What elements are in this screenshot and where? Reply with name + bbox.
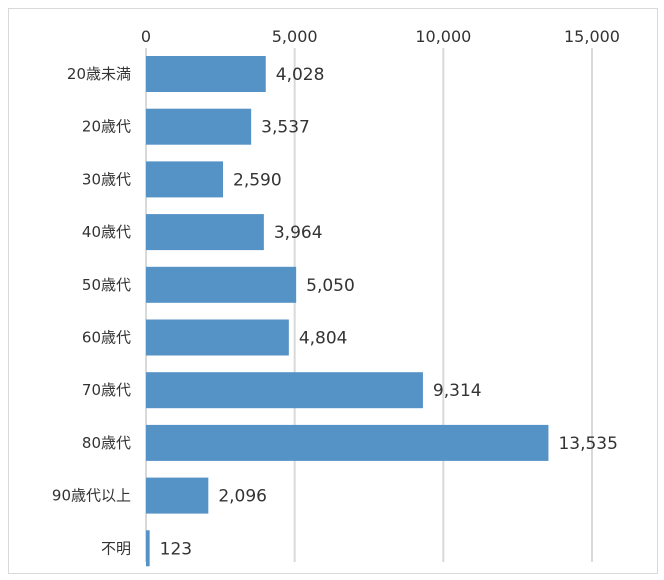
bar [146,372,423,409]
data-label: 2,096 [218,487,267,507]
category-label: 70歳代 [82,381,131,399]
data-label: 2,590 [233,170,282,190]
data-label: 3,537 [261,118,310,138]
category-label: 50歳代 [82,276,131,294]
bar [146,530,150,567]
bar [146,108,252,145]
bar [146,214,264,251]
data-label: 3,964 [274,223,323,243]
labels: 0 5,000 10,000 15,000 20歳未満 4,028 20歳代 3,537 30歳… [52,27,620,559]
category-label: 20歳未満 [67,65,131,83]
bar [146,424,549,461]
bar [146,161,224,198]
x-tick-label: 0 [141,27,151,46]
bar [146,477,209,514]
category-label: 60歳代 [82,329,131,347]
bar [146,56,266,92]
chart-frame [8,8,658,574]
bar [146,319,289,356]
data-label: 5,050 [306,276,355,296]
x-tick-label: 5,000 [272,27,318,46]
category-label: 40歳代 [82,223,131,241]
data-label: 123 [160,539,192,559]
category-label: 20歳代 [82,118,131,136]
data-label: 9,314 [433,381,482,401]
bars [146,56,549,567]
x-tick-label: 15,000 [564,27,620,46]
category-label: 30歳代 [82,170,131,188]
category-label: 80歳代 [82,434,131,452]
bar [146,266,297,303]
data-label: 13,535 [558,434,617,454]
category-label: 90歳代以上 [52,487,131,505]
data-label: 4,804 [299,329,348,349]
x-tick-label: 10,000 [415,27,471,46]
category-label: 不明 [101,539,131,557]
data-label: 4,028 [276,65,325,85]
